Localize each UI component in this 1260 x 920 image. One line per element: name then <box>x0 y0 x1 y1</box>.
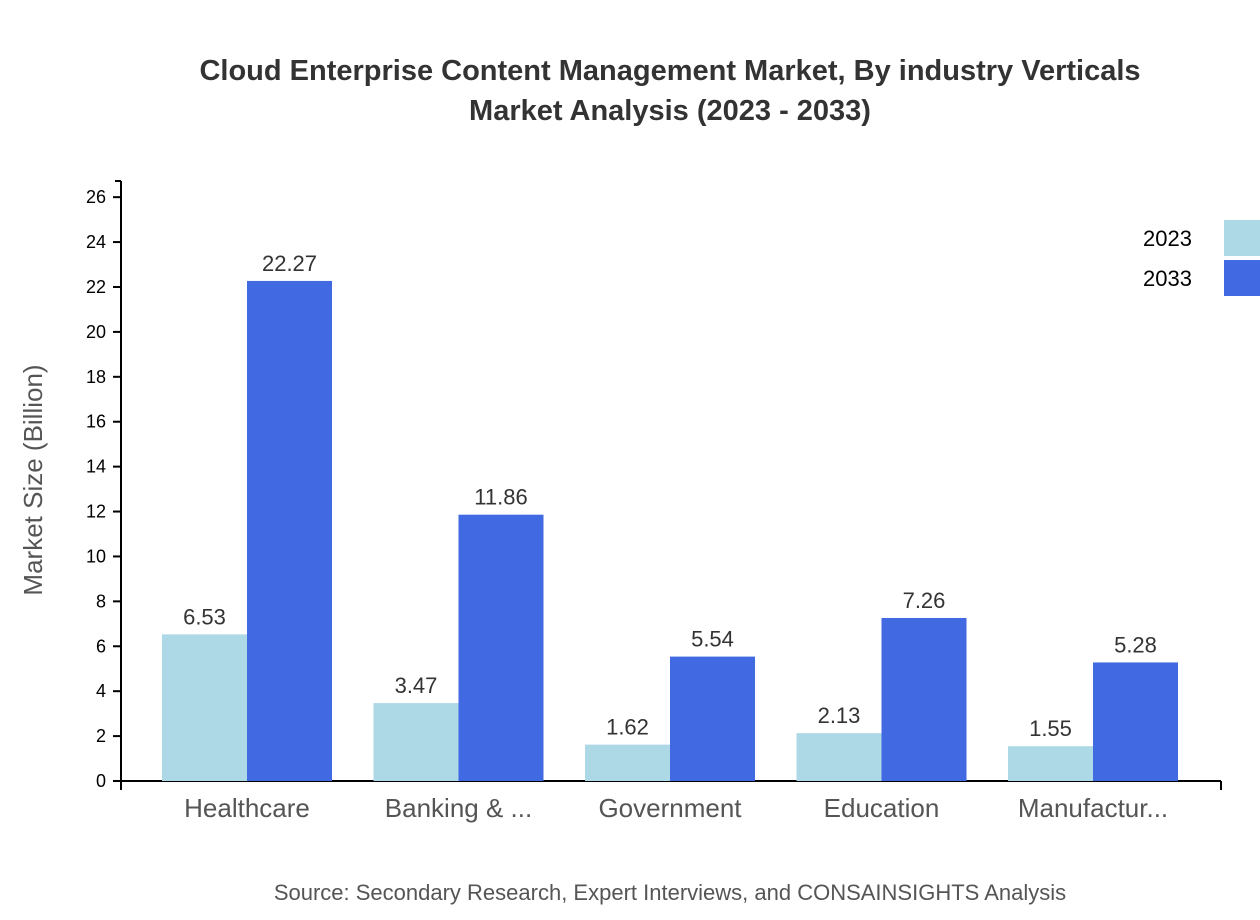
x-tick-label: Government <box>598 793 742 823</box>
bar-2033 <box>1093 662 1178 781</box>
chart-title: Cloud Enterprise Content Management Mark… <box>199 55 1140 87</box>
legend-swatch <box>1224 260 1260 296</box>
bar-2023 <box>585 744 670 781</box>
data-label: 5.54 <box>691 627 734 652</box>
bar-2033 <box>881 617 967 781</box>
y-tick-label: 14 <box>86 457 106 477</box>
x-tick-label: Banking & ... <box>385 793 532 823</box>
bar-2023 <box>373 703 459 781</box>
y-tick-label: 16 <box>86 412 106 432</box>
y-tick-label: 4 <box>96 681 106 701</box>
y-axis-label: Market Size (Billion) <box>18 364 48 595</box>
bar-2023 <box>1008 746 1093 781</box>
y-tick-label: 8 <box>96 591 106 611</box>
x-tick-label: Manufactur... <box>1018 793 1168 823</box>
y-tick-label: 22 <box>86 277 106 297</box>
data-label: 1.55 <box>1029 716 1072 741</box>
x-tick-label: Healthcare <box>184 793 310 823</box>
y-tick-label: 6 <box>96 636 106 656</box>
data-label: 5.28 <box>1114 632 1157 657</box>
chart-subtitle: Market Analysis (2023 - 2033) <box>469 95 871 127</box>
y-tick-label: 20 <box>86 322 106 342</box>
bar-2033 <box>458 514 544 781</box>
data-label: 3.47 <box>395 673 438 698</box>
y-tick-label: 0 <box>96 771 106 791</box>
data-label: 11.86 <box>474 485 527 510</box>
data-label: 2.13 <box>818 703 861 728</box>
data-label: 7.26 <box>903 588 946 613</box>
y-tick-label: 24 <box>86 232 106 252</box>
y-tick-label: 10 <box>86 546 106 566</box>
bar-2033 <box>247 280 332 781</box>
y-tick-label: 12 <box>86 502 106 522</box>
bar-2033 <box>670 656 755 781</box>
data-label: 1.62 <box>606 715 649 740</box>
data-label: 22.27 <box>262 251 317 276</box>
y-tick-label: 18 <box>86 367 106 387</box>
bar-2023 <box>796 733 882 781</box>
x-tick-label: Education <box>824 793 940 823</box>
bar-2023 <box>162 634 247 781</box>
legend-label: 2023 <box>1143 226 1192 251</box>
source-note: Source: Secondary Research, Expert Inter… <box>274 880 1066 905</box>
data-label: 6.53 <box>183 604 226 629</box>
legend-swatch <box>1224 220 1260 256</box>
legend-label: 2033 <box>1143 266 1192 291</box>
y-tick-label: 26 <box>86 187 106 207</box>
y-tick-label: 2 <box>96 726 106 746</box>
